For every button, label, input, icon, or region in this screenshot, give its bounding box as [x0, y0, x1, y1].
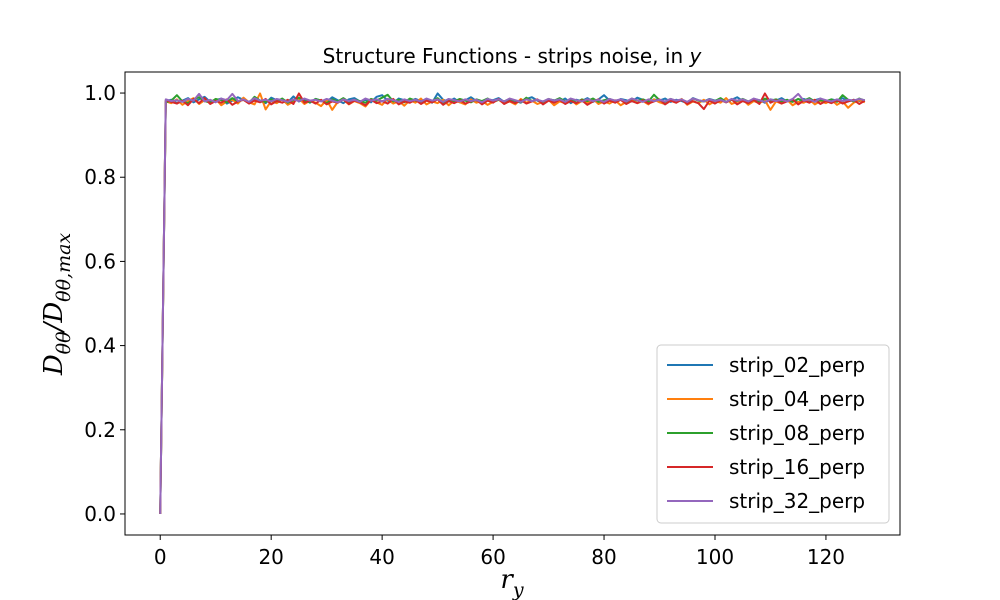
- x-tick-label: 40: [369, 545, 394, 569]
- legend-label: strip_16_perp: [729, 455, 865, 479]
- plot-area: [124, 71, 901, 536]
- series-line-strip-32-perp: [159, 92, 865, 514]
- legend-label: strip_08_perp: [729, 421, 865, 445]
- x-tick-label: 100: [696, 545, 734, 569]
- x-tick-label: 20: [258, 545, 283, 569]
- legend-box: [656, 344, 890, 524]
- plot-frame: [124, 71, 901, 536]
- legend-label: strip_02_perp: [729, 353, 865, 377]
- y-tick-label: 1.0: [84, 81, 116, 105]
- y-tick-label: 0.0: [84, 502, 116, 526]
- y-tick-label: 0.8: [84, 165, 116, 189]
- x-tick-label: 60: [480, 545, 505, 569]
- x-axis-ticks: 0 20 40 60 80 100 120: [154, 535, 845, 569]
- y-tick-label: 0.6: [84, 249, 116, 273]
- x-tick-label: 80: [591, 545, 616, 569]
- legend-label: strip_04_perp: [729, 387, 865, 411]
- y-axis-label: Dθθ/Dθθ,max: [39, 233, 75, 377]
- series-line-strip-16-perp: [159, 92, 866, 514]
- legend: strip_02_perp strip_04_perp strip_08_perps…: [656, 344, 890, 524]
- y-axis-ticks: 0.0 0.2 0.4 0.6 0.8 1.0: [84, 81, 125, 526]
- series-lines: [159, 92, 866, 514]
- x-tick-label: 120: [807, 545, 845, 569]
- x-tick-label: 0: [154, 545, 167, 569]
- y-tick-label: 0.4: [84, 334, 116, 358]
- y-tick-label: 0.2: [84, 418, 116, 442]
- legend-items: strip_02_perp strip_04_perp strip_08_perps…: [667, 353, 865, 513]
- x-axis-label: ry: [500, 565, 523, 600]
- legend-label: strip_32_perp: [729, 489, 865, 513]
- chart-title: Structure Functions - strips noise, in y: [323, 44, 703, 68]
